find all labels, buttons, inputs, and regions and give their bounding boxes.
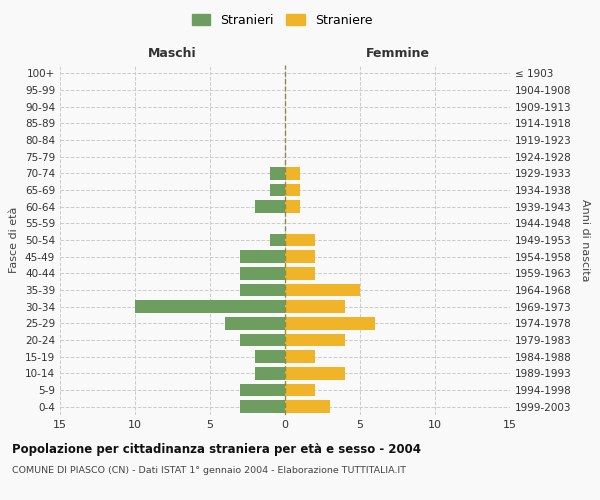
Bar [240, 267, 285, 280]
Bar [285, 267, 315, 280]
Text: Popolazione per cittadinanza straniera per età e sesso - 2004: Popolazione per cittadinanza straniera p… [12, 442, 421, 456]
Bar [285, 400, 330, 413]
Bar [270, 234, 285, 246]
Bar [240, 284, 285, 296]
Bar [285, 234, 315, 246]
Bar [270, 184, 285, 196]
Bar [285, 200, 300, 213]
Bar [240, 334, 285, 346]
Y-axis label: Fasce di età: Fasce di età [10, 207, 19, 273]
Bar [225, 317, 285, 330]
Bar [240, 250, 285, 263]
Bar [135, 300, 285, 313]
Text: COMUNE DI PIASCO (CN) - Dati ISTAT 1° gennaio 2004 - Elaborazione TUTTITALIA.IT: COMUNE DI PIASCO (CN) - Dati ISTAT 1° ge… [12, 466, 406, 475]
Bar [285, 250, 315, 263]
Text: Femmine: Femmine [365, 47, 430, 60]
Bar [240, 400, 285, 413]
Bar [285, 317, 375, 330]
Bar [270, 167, 285, 179]
Bar [285, 367, 345, 380]
Bar [285, 184, 300, 196]
Text: Maschi: Maschi [148, 47, 197, 60]
Bar [285, 300, 345, 313]
Bar [285, 167, 300, 179]
Bar [285, 350, 315, 363]
Bar [285, 284, 360, 296]
Bar [285, 384, 315, 396]
Bar [255, 350, 285, 363]
Bar [240, 384, 285, 396]
Bar [255, 367, 285, 380]
Y-axis label: Anni di nascita: Anni di nascita [580, 198, 590, 281]
Bar [285, 334, 345, 346]
Legend: Stranieri, Straniere: Stranieri, Straniere [187, 8, 377, 32]
Bar [255, 200, 285, 213]
